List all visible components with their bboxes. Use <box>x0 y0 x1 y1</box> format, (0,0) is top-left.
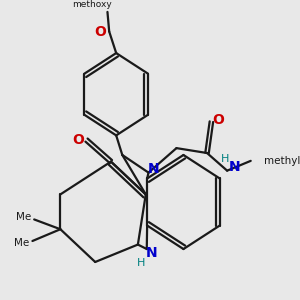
Text: methyl: methyl <box>264 156 300 166</box>
Text: N: N <box>146 246 158 260</box>
Text: N: N <box>228 160 240 174</box>
Text: N: N <box>148 162 160 176</box>
Text: O: O <box>72 133 84 147</box>
Text: O: O <box>212 113 224 127</box>
Text: H: H <box>221 154 230 164</box>
Text: Me: Me <box>16 212 31 223</box>
Text: methoxy: methoxy <box>72 0 112 9</box>
Text: Me: Me <box>14 238 30 248</box>
Text: H: H <box>137 258 146 268</box>
Text: O: O <box>94 25 106 38</box>
